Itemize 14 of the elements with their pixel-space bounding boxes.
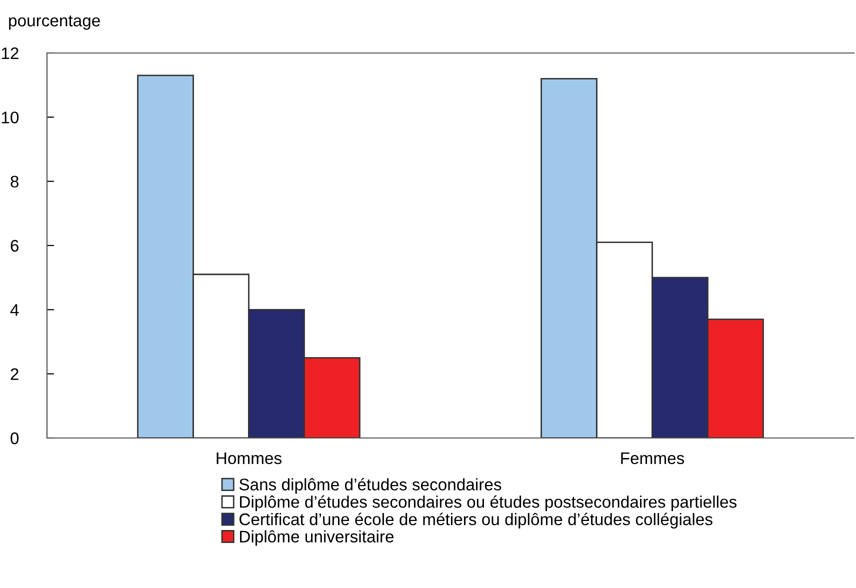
legend-label: Diplôme d’études secondaires ou études postsecondaires partielles <box>240 495 737 512</box>
y-tick-label: 2 <box>10 368 18 380</box>
legend-label: Diplôme universitaire <box>240 530 394 546</box>
y-tick-label: 6 <box>10 240 18 252</box>
legend-label: Certificat d’une école de métiers ou diplôme d’études collégiales <box>240 512 712 529</box>
y-tick-label: 10 <box>2 112 19 124</box>
y-tick-label: 8 <box>10 176 18 188</box>
y-axis-title: pourcentage <box>9 16 100 30</box>
y-tick-label: 0 <box>10 432 19 444</box>
legend-label: Sans diplôme d’études secondaires <box>239 478 502 494</box>
x-tick-label: Femmes <box>621 452 684 464</box>
x-tick-label: Hommes <box>216 452 282 464</box>
y-tick-label: 4 <box>10 304 19 316</box>
y-tick-label: 12 <box>2 47 18 60</box>
